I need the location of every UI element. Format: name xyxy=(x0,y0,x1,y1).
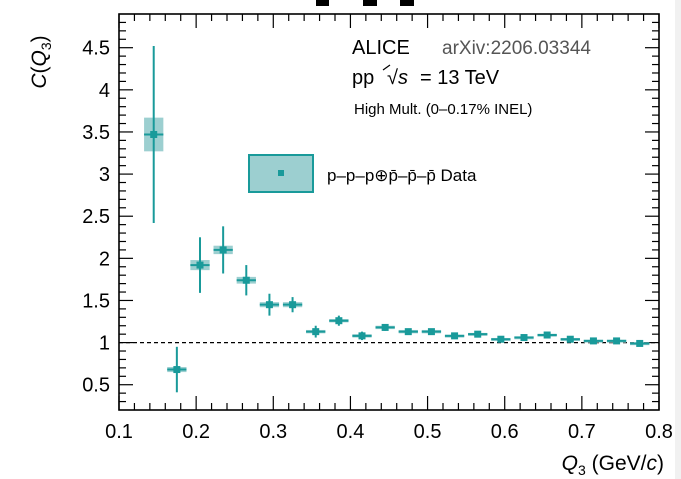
x-tick-label: 0.5 xyxy=(414,421,442,443)
data-point xyxy=(630,339,650,347)
x-tick-label: 0.3 xyxy=(259,421,287,443)
arxiv-label: arXiv:2206.03344 xyxy=(442,38,591,59)
data-marker xyxy=(474,330,482,338)
cropped-title-remnant xyxy=(316,0,414,6)
plot-frame xyxy=(118,13,660,411)
svg-text:C(Q3): C(Q3) xyxy=(28,35,54,88)
data-marker xyxy=(265,301,273,309)
data-marker xyxy=(427,328,435,336)
data-point xyxy=(444,332,465,340)
data-marker xyxy=(381,323,389,331)
data-point xyxy=(560,335,580,343)
data-point xyxy=(213,226,233,274)
y-axis-ticks: 0.5 1 1.5 2 2.5 3 3.5 4 4.5 xyxy=(82,21,659,403)
data-marker xyxy=(312,328,320,336)
x-tick-label: 0.7 xyxy=(568,421,596,443)
data-marker xyxy=(150,130,158,138)
legend-label: p–p–p⊕p̄–p̄–p̄ Data xyxy=(327,166,477,185)
data-marker xyxy=(520,334,528,342)
data-marker xyxy=(566,335,574,343)
x-axis-title: Q3 (GeV/c) xyxy=(562,452,664,478)
data-marker xyxy=(219,246,227,254)
x-axis-ticks: 0.1 0.2 0.3 0.4 0.5 0.6 0.7 0.8 xyxy=(105,14,673,443)
y-tick-label: 1 xyxy=(99,333,110,355)
data-point xyxy=(236,265,256,296)
y-tick-label: 4.5 xyxy=(82,38,110,60)
system-energy: = 13 TeV xyxy=(420,67,500,89)
data-point xyxy=(421,328,442,336)
legend: p–p–p⊕p̄–p̄–p̄ Data xyxy=(248,154,477,193)
y-tick-label: 2.5 xyxy=(82,206,110,228)
x-tick-label: 0.6 xyxy=(491,421,519,443)
data-point xyxy=(144,46,164,223)
data-point xyxy=(606,337,627,345)
data-marker xyxy=(636,339,644,347)
legend-marker xyxy=(278,170,284,176)
data-point xyxy=(514,334,534,342)
data-marker xyxy=(289,301,297,309)
data-marker xyxy=(404,328,412,336)
data-point xyxy=(167,346,187,393)
data-marker xyxy=(196,261,204,269)
y-tick-label: 3.5 xyxy=(82,122,110,144)
system-sqrt: √s xyxy=(387,67,408,89)
system-prefix: pp xyxy=(352,67,374,89)
y-axis-title: C(Q3) xyxy=(28,35,54,88)
x-tick-label: 0.2 xyxy=(182,421,210,443)
data-marker xyxy=(497,335,505,343)
data-marker xyxy=(242,276,250,284)
data-point xyxy=(329,315,349,326)
data-marker xyxy=(543,331,551,339)
data-point xyxy=(282,297,303,313)
data-point xyxy=(491,335,511,343)
y-tick-label: 3 xyxy=(99,164,110,186)
svg-text:Q3 (GeV/c): Q3 (GeV/c) xyxy=(562,452,664,478)
x-tick-label: 0.4 xyxy=(337,421,365,443)
data-point xyxy=(398,328,418,336)
data-point xyxy=(259,293,280,316)
data-marker xyxy=(589,337,597,345)
data-point xyxy=(468,330,488,338)
y-tick-label: 0.5 xyxy=(82,375,110,397)
collision-system-label: pp √s = 13 TeV xyxy=(352,64,500,89)
data-point xyxy=(306,325,326,338)
data-marker xyxy=(335,317,343,325)
data-point xyxy=(583,337,604,345)
data-point xyxy=(190,237,210,293)
x-tick-label: 0.1 xyxy=(105,421,133,443)
experiment-label: ALICE xyxy=(352,37,410,59)
window-edge xyxy=(675,0,681,479)
y-tick-label: 1.5 xyxy=(82,290,110,312)
data-series xyxy=(144,46,650,393)
multiplicity-label: High Mult. (0–0.17% INEL) xyxy=(354,101,532,118)
data-marker xyxy=(173,366,181,374)
data-marker xyxy=(358,332,366,340)
data-point xyxy=(537,331,557,339)
data-marker xyxy=(613,337,621,345)
data-marker xyxy=(451,332,459,340)
data-point xyxy=(352,331,372,341)
data-point xyxy=(375,323,395,331)
y-tick-label: 2 xyxy=(99,248,110,270)
y-tick-label: 4 xyxy=(99,80,110,102)
x-tick-label: 0.8 xyxy=(645,421,673,443)
